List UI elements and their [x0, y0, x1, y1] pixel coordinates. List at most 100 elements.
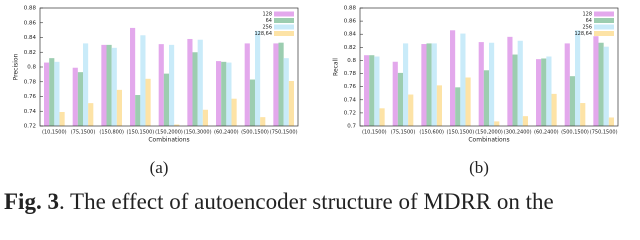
bar — [392, 61, 398, 126]
legend-label: 256 — [262, 25, 272, 31]
x-axis-label: Combinations — [148, 137, 189, 144]
bar — [408, 94, 414, 126]
bar — [145, 78, 151, 126]
x-tick-label: (60,2400) — [214, 130, 239, 136]
bar — [512, 54, 518, 126]
bar — [260, 117, 266, 126]
x-tick-label: (150,800) — [99, 130, 124, 136]
x-tick-label: (150,3000) — [184, 130, 212, 136]
x-tick-label: (500,1500) — [561, 130, 589, 136]
legend-swatch — [274, 31, 294, 36]
y-axis-label: Recall — [333, 58, 340, 76]
y-tick-label: 0.8 — [347, 58, 356, 64]
y-tick-label: 0.86 — [344, 19, 357, 25]
y-tick-label: 0.8 — [27, 65, 36, 71]
bar — [273, 43, 279, 126]
x-tick-label: (150,1500) — [446, 130, 474, 136]
bar — [231, 98, 237, 126]
bar — [101, 44, 107, 126]
legend-swatch — [594, 18, 614, 23]
y-axis-label: Precision — [13, 53, 20, 80]
bar — [478, 42, 484, 126]
legend-swatch — [274, 11, 294, 17]
bar — [580, 103, 586, 126]
bar — [49, 58, 55, 126]
y-tick-label: 0.72 — [344, 110, 356, 116]
plot-frame — [359, 7, 619, 127]
bar — [603, 46, 609, 126]
bar — [88, 103, 94, 126]
bar — [140, 35, 146, 126]
x-tick-label: (75,1500) — [391, 130, 416, 136]
x-tick-label: (75,1500) — [71, 130, 96, 136]
bar — [551, 93, 557, 126]
bar — [255, 30, 261, 126]
legend-label: 128,64 — [255, 31, 273, 37]
subcaption: (a) — [150, 158, 169, 177]
bar — [517, 40, 523, 126]
legend-swatch — [594, 24, 614, 30]
legend-label: 64 — [586, 18, 592, 24]
legend-label: 128,64 — [575, 31, 593, 37]
x-axis-label: Combinations — [468, 137, 509, 144]
bar — [226, 62, 232, 126]
x-tick-label: (60,2400) — [534, 130, 559, 136]
y-tick-label: 0.76 — [344, 84, 357, 90]
bar — [483, 70, 489, 126]
bar — [169, 44, 175, 126]
bar — [421, 44, 427, 126]
bar — [494, 121, 500, 126]
x-tick-label: (10,1500) — [362, 130, 387, 136]
x-tick-label: (150,2000) — [475, 130, 503, 136]
bar — [54, 61, 60, 126]
bar — [283, 58, 289, 126]
figure-caption: Fig. 3. The effect of autoencoder struct… — [4, 189, 554, 214]
figure: Fig. 3. The effect of autoencoder struct… — [4, 6, 619, 214]
y-tick-label: 0.74 — [344, 97, 357, 103]
bar — [221, 61, 227, 126]
x-tick-label: (150,600) — [419, 130, 444, 136]
bar — [436, 85, 442, 126]
bar — [130, 27, 136, 127]
bar — [369, 55, 375, 127]
bar — [460, 33, 466, 126]
x-tick-label: (10,1500) — [42, 130, 67, 136]
y-tick-label: 0.86 — [24, 20, 37, 26]
bar — [278, 42, 284, 126]
bar — [288, 81, 294, 126]
bar — [77, 72, 83, 126]
bar — [59, 111, 65, 126]
bar — [431, 43, 437, 126]
bar — [192, 52, 198, 126]
y-tick-label: 0.82 — [344, 45, 356, 51]
bar — [455, 87, 461, 126]
bar — [187, 38, 193, 126]
bar — [564, 43, 570, 126]
bar — [374, 56, 380, 127]
bar — [598, 42, 604, 126]
legend-label: 64 — [266, 18, 272, 24]
bar — [197, 39, 203, 126]
x-tick-label: (750,1500) — [270, 130, 298, 136]
bar — [158, 44, 164, 127]
x-tick-label: (150,1500) — [126, 130, 154, 136]
bar — [111, 47, 117, 127]
caption-label: Fig. 3 — [4, 189, 59, 214]
bar — [106, 44, 112, 126]
bar — [135, 95, 141, 126]
bar — [116, 89, 122, 126]
bar — [249, 79, 255, 126]
legend-swatch — [274, 24, 294, 30]
bar — [174, 124, 180, 126]
bar — [450, 30, 456, 127]
x-tick-label: (150,2000) — [155, 130, 183, 136]
y-tick-label: 0.72 — [24, 124, 36, 130]
y-tick-label: 0.88 — [24, 6, 37, 12]
legend-swatch — [594, 31, 614, 36]
bar — [507, 36, 513, 126]
y-tick-label: 0.74 — [24, 109, 37, 115]
bar — [397, 72, 403, 126]
y-tick-label: 0.84 — [24, 35, 37, 41]
y-tick-label: 0.84 — [344, 32, 357, 38]
bar — [379, 108, 385, 126]
